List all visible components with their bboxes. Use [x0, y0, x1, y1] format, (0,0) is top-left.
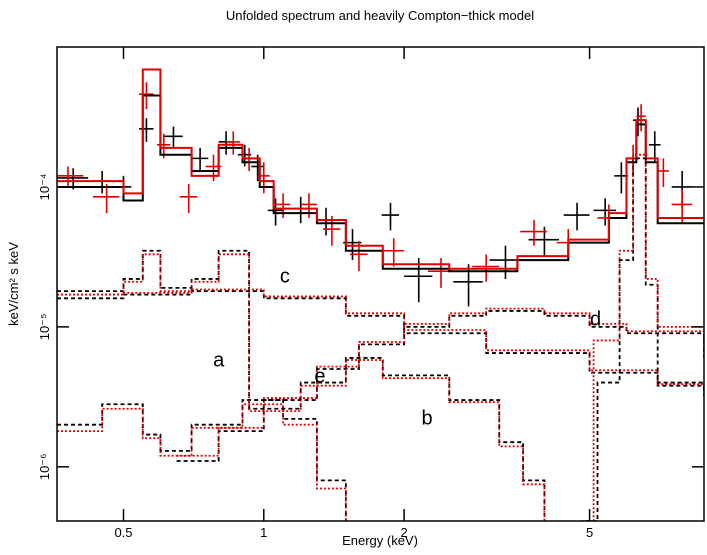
annotation: b	[421, 408, 432, 430]
y-tick-label: 10⁻⁵	[37, 314, 52, 341]
model-line	[57, 68, 704, 270]
x-tick-label: 5	[586, 525, 593, 540]
x-axis-label: Energy (keV)	[342, 533, 418, 548]
x-tick-label: 1	[260, 525, 267, 540]
chart-title: Unfolded spectrum and heavily Compton−th…	[226, 8, 534, 23]
x-tick-label: 0.5	[114, 525, 132, 540]
component-line	[57, 288, 704, 395]
annotation: d	[590, 309, 601, 331]
annotation: e	[314, 366, 325, 388]
x-tick-label: 2	[400, 525, 407, 540]
component-line	[57, 399, 347, 521]
y-tick-label: 10⁻⁴	[37, 173, 52, 200]
component-line	[176, 310, 704, 462]
component-line	[176, 307, 704, 457]
y-axis-label: keV/cm² s keV	[6, 242, 21, 326]
plot-frame	[56, 46, 705, 522]
annotation: a	[213, 350, 225, 372]
y-tick-label: 10⁻⁶	[37, 453, 52, 480]
annotation: c	[280, 266, 290, 288]
